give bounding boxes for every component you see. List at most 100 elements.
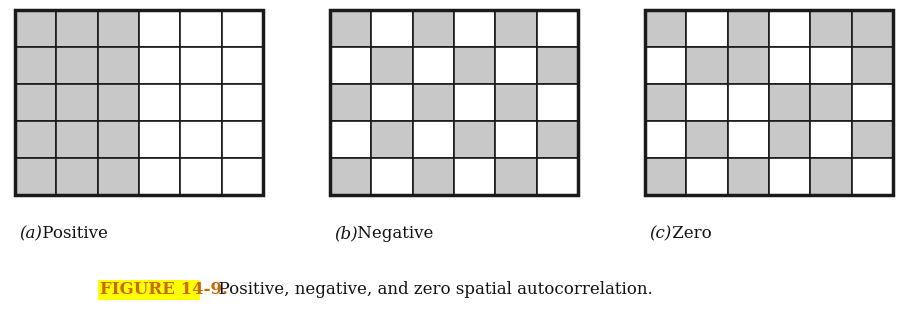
- Bar: [495, 10, 536, 47]
- Bar: [371, 121, 412, 158]
- Bar: [221, 158, 262, 195]
- Bar: [329, 10, 371, 47]
- Bar: [686, 158, 727, 195]
- Bar: [180, 121, 221, 158]
- Bar: [15, 47, 56, 84]
- Bar: [644, 47, 686, 84]
- Bar: [139, 121, 180, 158]
- Bar: [536, 47, 577, 84]
- Bar: [495, 47, 536, 84]
- Bar: [97, 10, 139, 47]
- Bar: [180, 84, 221, 121]
- Bar: [139, 47, 180, 84]
- Bar: [15, 158, 56, 195]
- Bar: [495, 158, 536, 195]
- Bar: [97, 121, 139, 158]
- Bar: [139, 10, 180, 47]
- Bar: [412, 47, 454, 84]
- Bar: [221, 10, 262, 47]
- Bar: [727, 84, 769, 121]
- Bar: [536, 84, 577, 121]
- Text: Zero: Zero: [667, 225, 711, 242]
- Bar: [412, 121, 454, 158]
- Bar: [329, 158, 371, 195]
- Bar: [139, 158, 180, 195]
- Bar: [15, 121, 56, 158]
- Bar: [180, 158, 221, 195]
- Bar: [454, 47, 495, 84]
- Bar: [454, 84, 495, 121]
- Bar: [221, 121, 262, 158]
- Bar: [769, 121, 809, 158]
- Bar: [139, 84, 180, 121]
- Bar: [371, 84, 412, 121]
- Bar: [686, 10, 727, 47]
- Text: FIGURE 14-9.: FIGURE 14-9.: [100, 281, 227, 299]
- Bar: [329, 47, 371, 84]
- Bar: [412, 10, 454, 47]
- Bar: [221, 84, 262, 121]
- Bar: [851, 121, 892, 158]
- Bar: [644, 10, 686, 47]
- Bar: [495, 84, 536, 121]
- Bar: [56, 84, 97, 121]
- Bar: [851, 10, 892, 47]
- Bar: [536, 158, 577, 195]
- Bar: [851, 47, 892, 84]
- Bar: [56, 47, 97, 84]
- Bar: [769, 10, 809, 47]
- Bar: [412, 158, 454, 195]
- Bar: [97, 158, 139, 195]
- Bar: [851, 84, 892, 121]
- Bar: [686, 84, 727, 121]
- Bar: [56, 121, 97, 158]
- Bar: [97, 47, 139, 84]
- Text: Negative: Negative: [352, 225, 433, 242]
- Bar: [412, 84, 454, 121]
- Bar: [454, 10, 495, 47]
- Bar: [97, 84, 139, 121]
- Text: (b): (b): [334, 225, 357, 242]
- Bar: [727, 47, 769, 84]
- Bar: [180, 10, 221, 47]
- Bar: [769, 158, 809, 195]
- Bar: [686, 121, 727, 158]
- Bar: [809, 121, 851, 158]
- Bar: [644, 10, 892, 195]
- Text: Positive: Positive: [37, 225, 107, 242]
- Bar: [495, 121, 536, 158]
- Bar: [180, 47, 221, 84]
- Bar: [221, 47, 262, 84]
- Bar: [727, 10, 769, 47]
- Bar: [809, 84, 851, 121]
- Bar: [15, 10, 56, 47]
- Bar: [727, 121, 769, 158]
- Bar: [769, 47, 809, 84]
- Text: (c): (c): [649, 225, 670, 242]
- Bar: [56, 158, 97, 195]
- Bar: [644, 121, 686, 158]
- Bar: [536, 10, 577, 47]
- Bar: [727, 158, 769, 195]
- Bar: [329, 10, 577, 195]
- Bar: [454, 158, 495, 195]
- Bar: [15, 10, 262, 195]
- Bar: [536, 121, 577, 158]
- Bar: [769, 84, 809, 121]
- Bar: [371, 158, 412, 195]
- Text: (a): (a): [19, 225, 41, 242]
- Bar: [809, 47, 851, 84]
- Bar: [371, 10, 412, 47]
- Bar: [371, 47, 412, 84]
- Bar: [644, 158, 686, 195]
- Bar: [809, 158, 851, 195]
- Bar: [454, 121, 495, 158]
- Bar: [809, 10, 851, 47]
- FancyBboxPatch shape: [98, 280, 199, 300]
- Text: Positive, negative, and zero spatial autocorrelation.: Positive, negative, and zero spatial aut…: [207, 281, 652, 299]
- Bar: [644, 84, 686, 121]
- Bar: [15, 84, 56, 121]
- Bar: [56, 10, 97, 47]
- Bar: [686, 47, 727, 84]
- Bar: [329, 121, 371, 158]
